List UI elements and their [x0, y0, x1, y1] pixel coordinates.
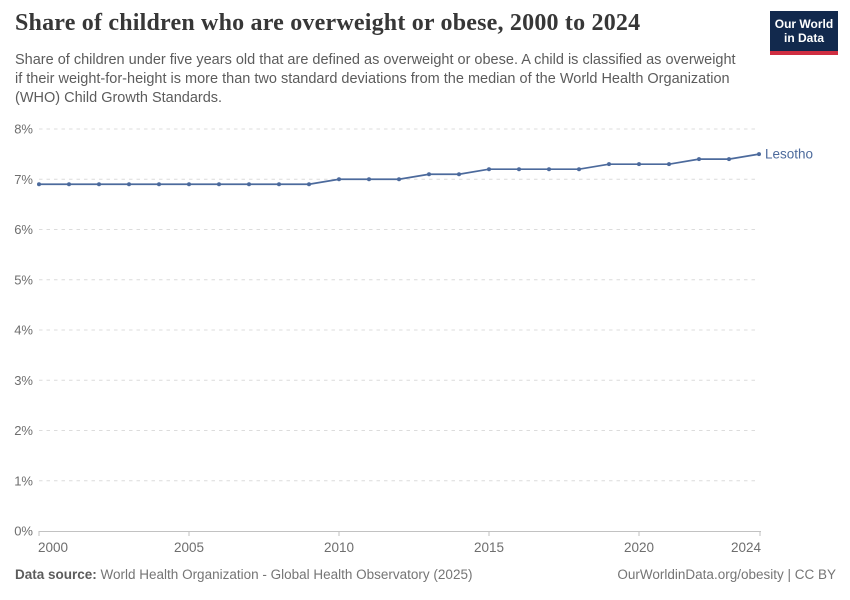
data-point[interactable]: [247, 182, 251, 187]
data-point[interactable]: [97, 182, 101, 187]
y-axis-tick-label: 0%: [14, 524, 33, 539]
chart-subtitle: Share of children under five years old t…: [15, 52, 736, 106]
data-point[interactable]: [217, 182, 221, 187]
x-axis-tick-label: 2010: [324, 540, 354, 555]
x-axis-tick-label: 2000: [38, 540, 68, 555]
logo-line1: Our World: [774, 17, 834, 31]
data-point[interactable]: [397, 177, 401, 182]
x-axis-tick-label: 2015: [474, 540, 504, 555]
x-axis-tick-label: 2024: [731, 540, 762, 555]
data-point[interactable]: [157, 182, 161, 187]
data-point[interactable]: [337, 177, 341, 182]
data-source-label: Data source:: [15, 567, 97, 582]
data-source-note: Data source: World Health Organization -…: [15, 567, 472, 582]
logo-line2: in Data: [783, 31, 824, 45]
data-point[interactable]: [427, 172, 431, 177]
data-point[interactable]: [67, 182, 71, 187]
data-point[interactable]: [187, 182, 191, 187]
data-point[interactable]: [307, 182, 311, 187]
data-point[interactable]: [757, 152, 761, 157]
data-point[interactable]: [547, 167, 551, 172]
y-axis-tick-label: 8%: [14, 122, 33, 137]
data-point[interactable]: [367, 177, 371, 182]
y-axis-tick-label: 1%: [14, 473, 33, 488]
data-point[interactable]: [457, 172, 461, 177]
series-label: Lesotho: [765, 147, 813, 162]
data-point[interactable]: [697, 157, 701, 162]
x-axis-tick-label: 2020: [624, 540, 654, 555]
data-point[interactable]: [607, 162, 611, 167]
data-point[interactable]: [127, 182, 131, 187]
y-axis-tick-label: 4%: [14, 323, 33, 338]
data-point[interactable]: [517, 167, 521, 172]
y-axis-tick-label: 2%: [14, 423, 33, 438]
x-axis-tick-label: 2005: [174, 540, 204, 555]
y-axis-tick-label: 5%: [14, 272, 33, 287]
y-axis-tick-label: 7%: [14, 172, 33, 187]
data-point[interactable]: [637, 162, 641, 167]
data-point[interactable]: [577, 167, 581, 172]
data-point[interactable]: [487, 167, 491, 172]
footer-citation-link[interactable]: OurWorldinData.org/obesity | CC BY: [617, 567, 836, 582]
data-source-text: World Health Organization - Global Healt…: [96, 567, 473, 582]
data-point[interactable]: [37, 182, 41, 187]
y-axis-tick-label: 6%: [14, 222, 33, 237]
data-point[interactable]: [667, 162, 671, 167]
y-axis-tick-label: 3%: [14, 373, 33, 388]
data-point[interactable]: [277, 182, 281, 187]
owid-logo[interactable]: Our World in Data: [770, 11, 838, 55]
data-point[interactable]: [727, 157, 731, 162]
chart-title: Share of children who are overweight or …: [15, 10, 641, 36]
owid-logo-text: Our World in Data: [775, 17, 833, 45]
